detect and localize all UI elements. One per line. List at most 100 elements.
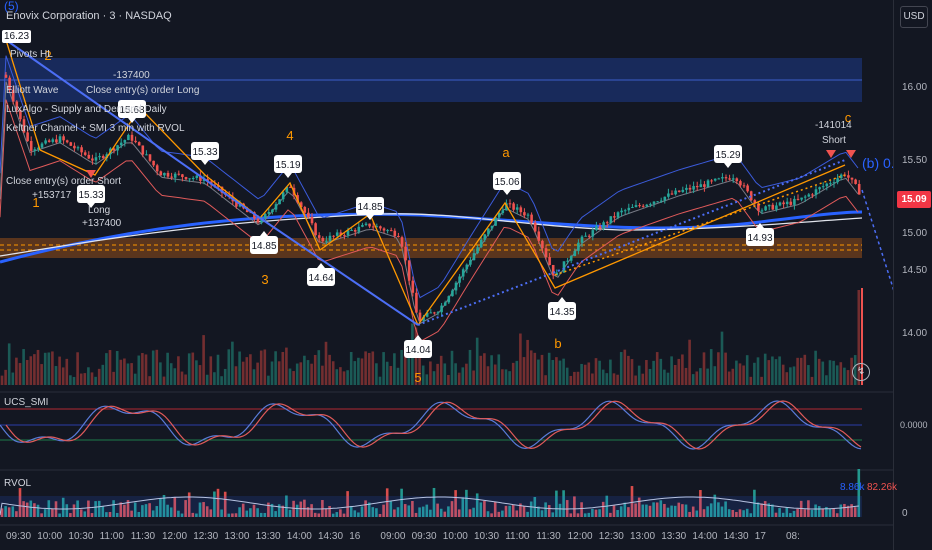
rvol-bar	[616, 510, 619, 517]
rvol-bar	[400, 488, 403, 517]
volume-bar	[738, 363, 742, 385]
candle-body	[256, 218, 260, 223]
volume-bar	[483, 353, 486, 385]
candle-body	[677, 190, 681, 192]
rvol-bar	[220, 509, 223, 517]
legend-pivots[interactable]: Pivots HL	[10, 49, 53, 60]
legend-luxalgo[interactable]: LuxAlgo - Supply and Demand Daily	[6, 104, 167, 115]
rvol-bar	[792, 510, 796, 517]
rvol-bar	[526, 511, 529, 517]
volume-bar	[533, 352, 537, 385]
volume-bar	[713, 366, 717, 385]
candle-body	[649, 203, 652, 205]
volume-bar	[223, 368, 227, 385]
trade-short: Short	[822, 135, 846, 146]
volume-bar	[396, 367, 400, 385]
volume-bar	[105, 353, 108, 385]
candle-body	[47, 140, 51, 142]
candle-body	[33, 149, 37, 151]
rvol-bar	[112, 500, 115, 517]
legend-elliott[interactable]: Elliott Wave	[6, 85, 59, 96]
ma-white-line	[0, 213, 863, 257]
pivot-label: 14.04	[405, 345, 430, 356]
candle-body	[80, 147, 83, 153]
volume-bar	[555, 357, 558, 385]
rvol-bar	[198, 502, 202, 517]
volume-bar	[465, 363, 468, 385]
volume-bar	[393, 353, 396, 385]
volume-bar	[33, 354, 36, 385]
rvol-bar	[342, 513, 346, 517]
rvol-bar	[43, 509, 47, 517]
candle-body	[26, 132, 29, 142]
candle-body	[541, 240, 544, 249]
rvol-bar	[641, 504, 645, 517]
rvol-bar	[195, 513, 198, 517]
symbol-title[interactable]: Enovix Corporation · 3 · NASDAQ	[6, 10, 172, 22]
rvol-bar	[439, 508, 443, 517]
candle-body	[620, 210, 623, 213]
candle-body	[706, 180, 710, 187]
rvol-bar	[540, 510, 544, 517]
volume-bar	[177, 356, 180, 385]
rvol-bar	[252, 504, 256, 517]
rvol-value-1: 8.86k	[840, 482, 865, 493]
legend-keltner[interactable]: Keltner Channel + SMI 3 min with RVOL	[6, 123, 185, 134]
rvol-bar	[162, 495, 166, 517]
rvol-bar	[378, 513, 382, 517]
rvol-bar	[778, 508, 781, 517]
candle-body	[436, 312, 440, 314]
candle-body	[447, 296, 451, 303]
price-scale[interactable]	[893, 0, 932, 550]
candle-body	[512, 203, 515, 210]
candle-body	[753, 200, 757, 204]
rvol-bar	[144, 504, 148, 517]
elliott-wave-blue	[5, 39, 419, 326]
volume-bar	[666, 372, 670, 385]
candle-body	[195, 175, 199, 179]
smi-label[interactable]: UCS_SMI	[4, 397, 49, 408]
volume-bar	[709, 349, 713, 385]
volume-bar	[349, 352, 353, 385]
volume-bar	[231, 341, 234, 385]
rvol-bar	[655, 502, 659, 517]
volume-bar	[490, 355, 493, 385]
candle-body	[278, 199, 281, 205]
price-chart[interactable]: 15.33 15.68 15.33 15.19 14.85 14.85 14.64 14.04…	[0, 0, 893, 550]
volume-bar	[529, 350, 533, 385]
volume-bar	[756, 357, 760, 385]
rvol-bar	[457, 509, 461, 517]
candle-body	[789, 201, 793, 205]
candle-body	[123, 140, 127, 143]
candle-body	[440, 305, 443, 313]
currency-button[interactable]: USD	[900, 6, 928, 28]
volume-bar	[591, 373, 594, 385]
elliott-wave-lines	[5, 39, 893, 385]
rvol-bar	[522, 505, 526, 517]
volume-bar	[825, 375, 828, 385]
candle-body	[483, 234, 487, 240]
candle-body	[508, 203, 512, 205]
rvol-bar	[598, 509, 601, 517]
rvol-bar	[461, 497, 465, 517]
candle-body	[141, 145, 145, 155]
rvol-bar	[25, 502, 29, 517]
rvol-bar	[375, 508, 378, 517]
candle-body	[393, 230, 397, 236]
candle-body	[836, 178, 839, 183]
time-label: 13:00	[630, 531, 656, 542]
lightning-icon[interactable]: ↯	[852, 363, 870, 381]
rvol-bar	[216, 488, 220, 517]
candle-body	[83, 152, 87, 155]
candle-body	[184, 177, 188, 180]
rvol-label[interactable]: RVOL	[4, 478, 32, 489]
volume-bar	[61, 367, 65, 385]
rvol-bar	[745, 508, 749, 517]
rvol-bar	[223, 491, 227, 517]
volume-bar	[364, 351, 367, 385]
pivot-label: 15.29	[715, 150, 740, 161]
rvol-bar	[331, 513, 335, 517]
candle-body	[605, 222, 609, 224]
volume-bar	[569, 375, 573, 385]
